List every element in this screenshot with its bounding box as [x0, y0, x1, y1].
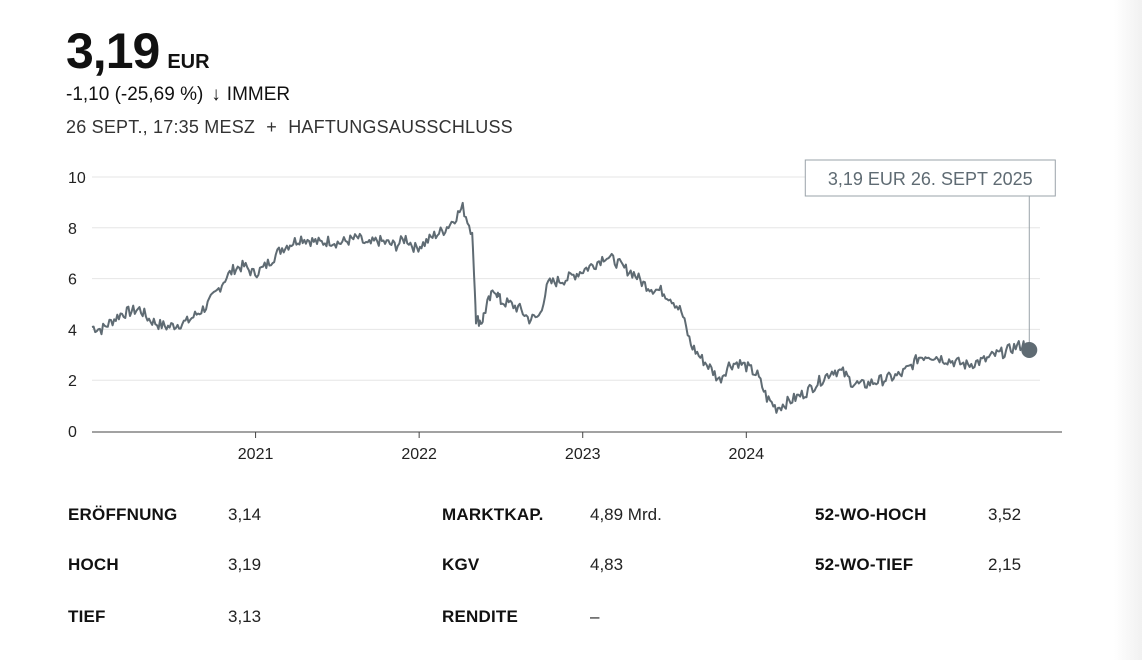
price-chart[interactable]: 0 2 4 6 8 10 2021 2022 2023 2024 3,19 EUR 26. SEPT…	[0, 150, 1142, 480]
currency-label: EUR	[167, 51, 210, 73]
stat-value-market-cap: 4,89 Mrd.	[590, 505, 662, 524]
key-stats: ERÖFFNUNG 3,14 HOCH 3,19 TIEF 3,13 MARKT…	[0, 490, 1142, 660]
stat-label-low: TIEF	[68, 607, 106, 626]
arrow-down-icon: ↓	[211, 84, 221, 105]
price-line	[91, 201, 1031, 414]
price-header: 3,19 EUR	[66, 22, 210, 80]
x-tick-label: 2021	[238, 446, 274, 463]
stat-value-low: 3,13	[228, 607, 262, 626]
quote-meta: 26 SEPT., 17:35 MESZ + HAFTUNGSAUSSCHLUS…	[66, 117, 513, 138]
last-price-marker	[1021, 341, 1038, 358]
stat-label-high: HOCH	[68, 555, 119, 574]
y-tick-label: 10	[68, 170, 86, 187]
quote-timestamp: 26 SEPT., 17:35 MESZ	[66, 117, 256, 137]
meta-separator: +	[266, 117, 278, 137]
y-tick-label: 0	[68, 424, 77, 441]
x-tick-label: 2023	[565, 446, 601, 463]
price-change: -1,10 (-25,69 %) ↓ IMMER	[66, 84, 290, 106]
y-tick-label: 4	[68, 322, 77, 339]
x-tick-label: 2022	[401, 446, 437, 463]
y-tick-label: 6	[68, 272, 77, 289]
stat-value-high: 3,19	[228, 555, 262, 574]
current-price: 3,19	[66, 23, 160, 79]
stat-value-52w-high: 3,52	[988, 505, 1022, 524]
tooltip-box	[804, 159, 1056, 197]
stat-label-52w-low: 52-WO-TIEF	[815, 555, 914, 574]
stat-label-market-cap: MARKTKAP.	[442, 505, 544, 524]
right-edge-fade	[1114, 0, 1142, 660]
stat-value-pe: 4,83	[590, 555, 624, 574]
stat-value-52w-low: 2,15	[988, 555, 1022, 574]
stat-label-yield: RENDITE	[442, 607, 519, 626]
change-value: -1,10 (-25,69 %)	[66, 84, 204, 105]
period-label: IMMER	[226, 84, 291, 105]
stat-label-pe: KGV	[442, 555, 480, 574]
tooltip-text: 3,19 EUR 26. SEPT 2025	[828, 169, 1033, 189]
stat-label-open: ERÖFFNUNG	[68, 505, 178, 524]
stat-value-yield: –	[590, 607, 600, 626]
stat-label-52w-high: 52-WO-HOCH	[815, 505, 927, 524]
x-tick-label: 2024	[729, 446, 765, 463]
disclaimer-link[interactable]: HAFTUNGSAUSSCHLUSS	[288, 117, 513, 137]
y-tick-label: 8	[68, 221, 77, 238]
stat-value-open: 3,14	[228, 505, 262, 524]
y-tick-label: 2	[68, 373, 77, 390]
